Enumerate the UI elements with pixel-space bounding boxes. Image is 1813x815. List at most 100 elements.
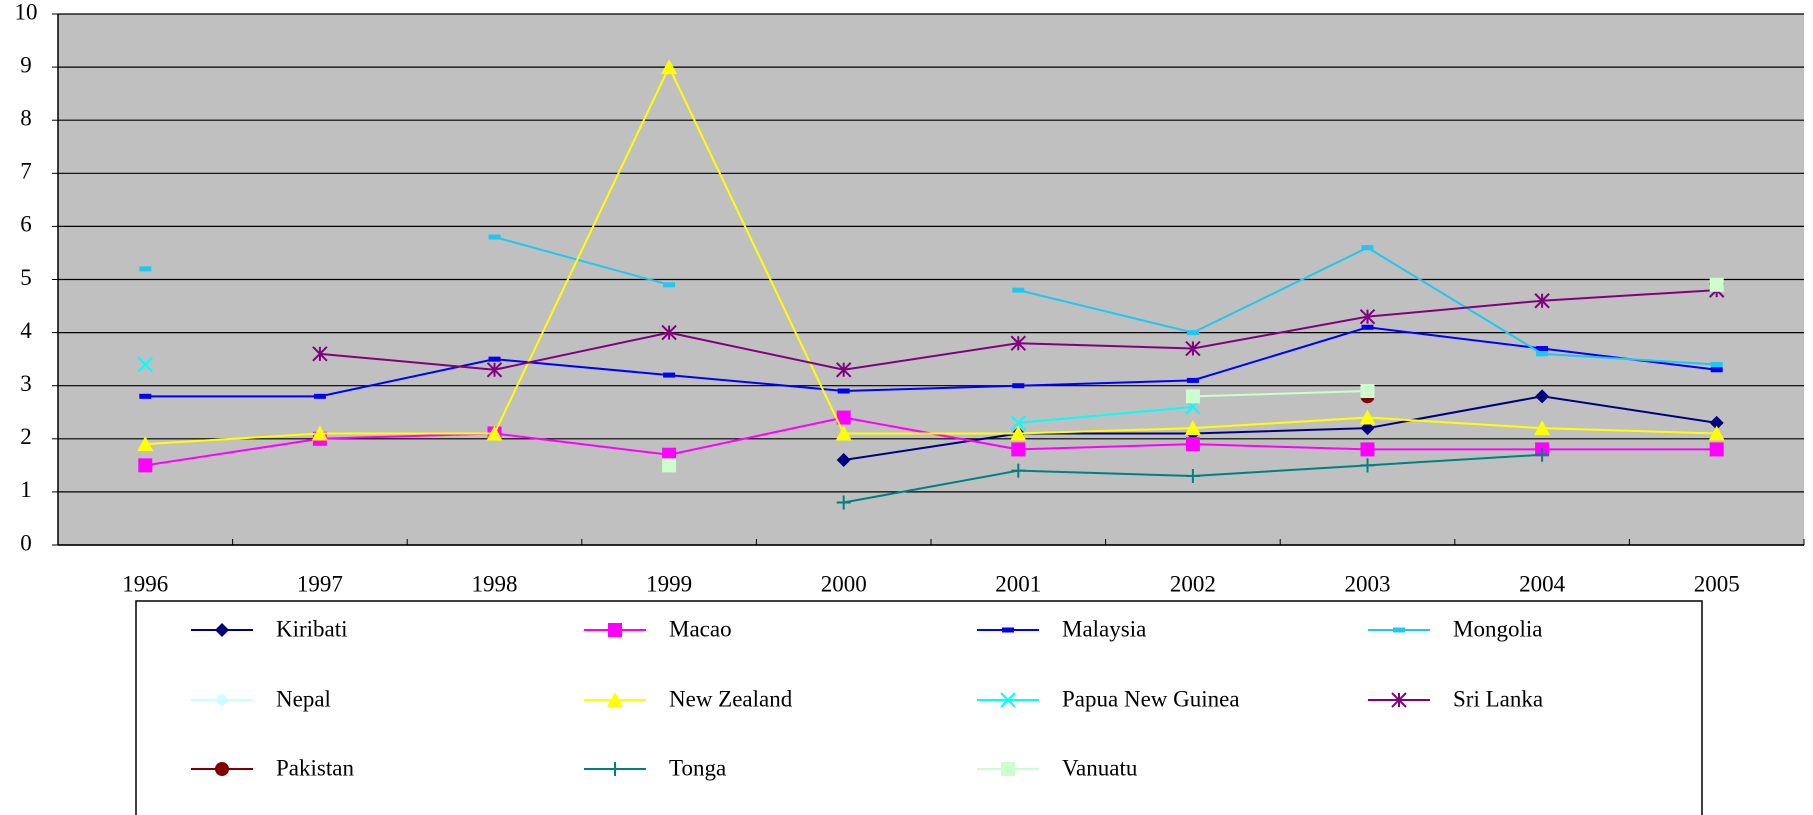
marker: [1536, 346, 1549, 352]
marker-shape: [1011, 442, 1026, 457]
marker: [607, 692, 623, 707]
marker: [215, 623, 229, 637]
marker: [1536, 351, 1549, 357]
marker: [311, 425, 328, 441]
marker-shape: [1185, 468, 1200, 483]
marker-shape: [1391, 692, 1407, 708]
marker: [836, 453, 851, 468]
marker: [1185, 340, 1201, 357]
marker-shape: [1393, 627, 1405, 633]
legend-label: Mongolia: [1453, 616, 1542, 641]
marker-shape: [662, 447, 677, 462]
marker: [1535, 389, 1550, 404]
marker: [488, 356, 501, 362]
x-tick-label: 2001: [995, 571, 1041, 596]
y-tick-label: 7: [20, 159, 32, 184]
marker: [1002, 627, 1014, 633]
marker: [836, 410, 851, 425]
marker: [139, 393, 152, 399]
y-tick-label: 10: [15, 0, 38, 24]
marker: [1010, 335, 1027, 351]
marker: [215, 762, 229, 776]
legend-label: Macao: [669, 616, 732, 641]
marker-shape: [836, 495, 851, 510]
legend-label: Pakistan: [276, 755, 354, 780]
marker: [1535, 447, 1550, 462]
legend-label: New Zealand: [669, 686, 793, 711]
x-tick-label: 2004: [1519, 571, 1566, 596]
marker-shape: [215, 762, 229, 776]
marker: [835, 362, 852, 378]
marker-shape: [1012, 287, 1025, 293]
marker-shape: [1361, 245, 1374, 251]
marker: [1010, 415, 1027, 431]
legend-label: Malaysia: [1062, 616, 1146, 641]
marker: [1011, 463, 1026, 478]
x-tick-label: 1998: [472, 571, 518, 596]
y-tick-label: 8: [20, 105, 32, 130]
marker: [663, 282, 676, 288]
marker: [837, 388, 850, 394]
marker-shape: [137, 436, 154, 452]
marker-shape: [1185, 389, 1200, 404]
marker-shape: [1011, 463, 1026, 478]
marker: [139, 266, 152, 272]
marker: [1393, 627, 1405, 633]
marker-shape: [1360, 442, 1375, 457]
marker: [1186, 330, 1199, 336]
marker: [1184, 420, 1201, 436]
marker-shape: [139, 393, 152, 399]
marker-shape: [1534, 420, 1551, 436]
marker: [836, 495, 851, 510]
marker-shape: [1361, 324, 1374, 330]
marker: [1359, 409, 1376, 425]
legend-label: Tonga: [669, 755, 726, 780]
x-tick-label: 2002: [1170, 571, 1216, 596]
marker: [138, 458, 153, 473]
series-line: [145, 64, 1717, 446]
marker-shape: [1185, 437, 1200, 452]
marker-shape: [1012, 383, 1025, 389]
marker-shape: [1710, 361, 1723, 367]
marker: [1361, 324, 1374, 330]
marker: [1185, 389, 1200, 404]
marker-shape: [1359, 308, 1376, 325]
marker: [215, 693, 229, 707]
marker-shape: [1535, 389, 1550, 404]
marker-shape: [138, 458, 153, 473]
legend-label: Vanuatu: [1062, 755, 1138, 780]
marker-shape: [608, 623, 622, 637]
marker: [663, 372, 676, 378]
marker: [1012, 287, 1025, 293]
legend-label: Nepal: [276, 686, 331, 711]
marker-shape: [215, 623, 229, 637]
marker: [1709, 277, 1724, 292]
marker-shape: [1360, 384, 1375, 399]
marker: [1391, 692, 1407, 708]
marker: [1359, 308, 1376, 325]
marker-shape: [1002, 627, 1014, 633]
marker: [661, 324, 677, 341]
series-line: [145, 326, 1717, 398]
y-tick-label: 6: [20, 212, 32, 237]
marker: [486, 362, 503, 378]
series-line: [843, 395, 1717, 462]
series-line: [1018, 405, 1193, 424]
marker-shape: [835, 425, 852, 441]
marker-shape: [486, 425, 503, 441]
marker-shape: [1710, 367, 1723, 373]
y-tick-label: 2: [20, 424, 32, 449]
marker: [662, 447, 677, 462]
marker-shape: [1709, 415, 1724, 430]
marker-shape: [137, 356, 154, 373]
marker-shape: [663, 372, 676, 378]
marker-shape: [608, 762, 622, 776]
marker-shape: [1186, 330, 1199, 336]
marker: [486, 425, 503, 441]
marker-shape: [1010, 425, 1027, 441]
marker-shape: [835, 362, 852, 378]
series-line: [1192, 390, 1368, 398]
marker: [661, 59, 678, 75]
marker: [137, 436, 154, 452]
marker: [1360, 442, 1375, 457]
